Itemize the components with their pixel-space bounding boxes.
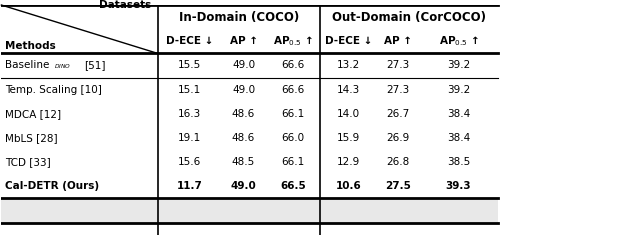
Text: 39.2: 39.2 [447, 85, 470, 95]
Text: AP ↑: AP ↑ [384, 36, 412, 46]
Text: D-ECE ↓: D-ECE ↓ [166, 36, 213, 46]
Text: Baseline: Baseline [4, 60, 49, 70]
Text: 19.1: 19.1 [178, 133, 201, 143]
Text: 15.1: 15.1 [178, 85, 201, 95]
Text: 49.0: 49.0 [232, 85, 255, 95]
Text: 39.3: 39.3 [446, 181, 472, 191]
Text: 66.6: 66.6 [282, 85, 305, 95]
Text: 66.5: 66.5 [280, 181, 306, 191]
Text: 66.1: 66.1 [282, 157, 305, 167]
Text: 14.0: 14.0 [337, 109, 360, 119]
Text: 27.3: 27.3 [387, 85, 410, 95]
Text: AP$_{0.5}$ ↑: AP$_{0.5}$ ↑ [438, 34, 479, 48]
Text: 16.3: 16.3 [178, 109, 201, 119]
Text: 49.0: 49.0 [230, 181, 257, 191]
Text: 12.9: 12.9 [337, 157, 360, 167]
Text: 10.6: 10.6 [336, 181, 362, 191]
Text: 66.1: 66.1 [282, 109, 305, 119]
Text: 15.9: 15.9 [337, 133, 360, 143]
Text: Temp. Scaling [10]: Temp. Scaling [10] [4, 85, 102, 95]
Text: Out-Domain (CorCOCO): Out-Domain (CorCOCO) [332, 11, 486, 24]
Text: Methods: Methods [4, 41, 55, 51]
Text: AP$_{0.5}$ ↑: AP$_{0.5}$ ↑ [273, 34, 313, 48]
Text: 26.7: 26.7 [387, 109, 410, 119]
Text: 27.3: 27.3 [387, 60, 410, 70]
Text: 13.2: 13.2 [337, 60, 360, 70]
Text: 26.9: 26.9 [387, 133, 410, 143]
Text: 38.4: 38.4 [447, 133, 470, 143]
Text: 15.6: 15.6 [178, 157, 201, 167]
Text: MDCA [12]: MDCA [12] [4, 109, 61, 119]
Text: 66.0: 66.0 [282, 133, 305, 143]
Text: 38.4: 38.4 [447, 109, 470, 119]
Text: 15.5: 15.5 [178, 60, 201, 70]
Text: Datasets: Datasets [99, 0, 151, 10]
Text: 49.0: 49.0 [232, 60, 255, 70]
Text: 26.8: 26.8 [387, 157, 410, 167]
Text: 66.6: 66.6 [282, 60, 305, 70]
Text: AP ↑: AP ↑ [230, 36, 257, 46]
Text: 48.6: 48.6 [232, 109, 255, 119]
Text: In-Domain (COCO): In-Domain (COCO) [179, 11, 299, 24]
Text: 38.5: 38.5 [447, 157, 470, 167]
Bar [1, 198, 499, 223]
Text: 48.6: 48.6 [232, 133, 255, 143]
Text: 39.2: 39.2 [447, 60, 470, 70]
Text: Cal-DETR (Ours): Cal-DETR (Ours) [4, 181, 99, 191]
Text: 27.5: 27.5 [385, 181, 411, 191]
Text: D-ECE ↓: D-ECE ↓ [325, 36, 372, 46]
Text: MbLS [28]: MbLS [28] [4, 133, 57, 143]
Text: 11.7: 11.7 [177, 181, 202, 191]
Text: 48.5: 48.5 [232, 157, 255, 167]
Text: 14.3: 14.3 [337, 85, 360, 95]
Text: $_{DINO}$: $_{DINO}$ [54, 62, 71, 71]
Text: [51]: [51] [84, 60, 106, 70]
Text: TCD [33]: TCD [33] [4, 157, 51, 167]
